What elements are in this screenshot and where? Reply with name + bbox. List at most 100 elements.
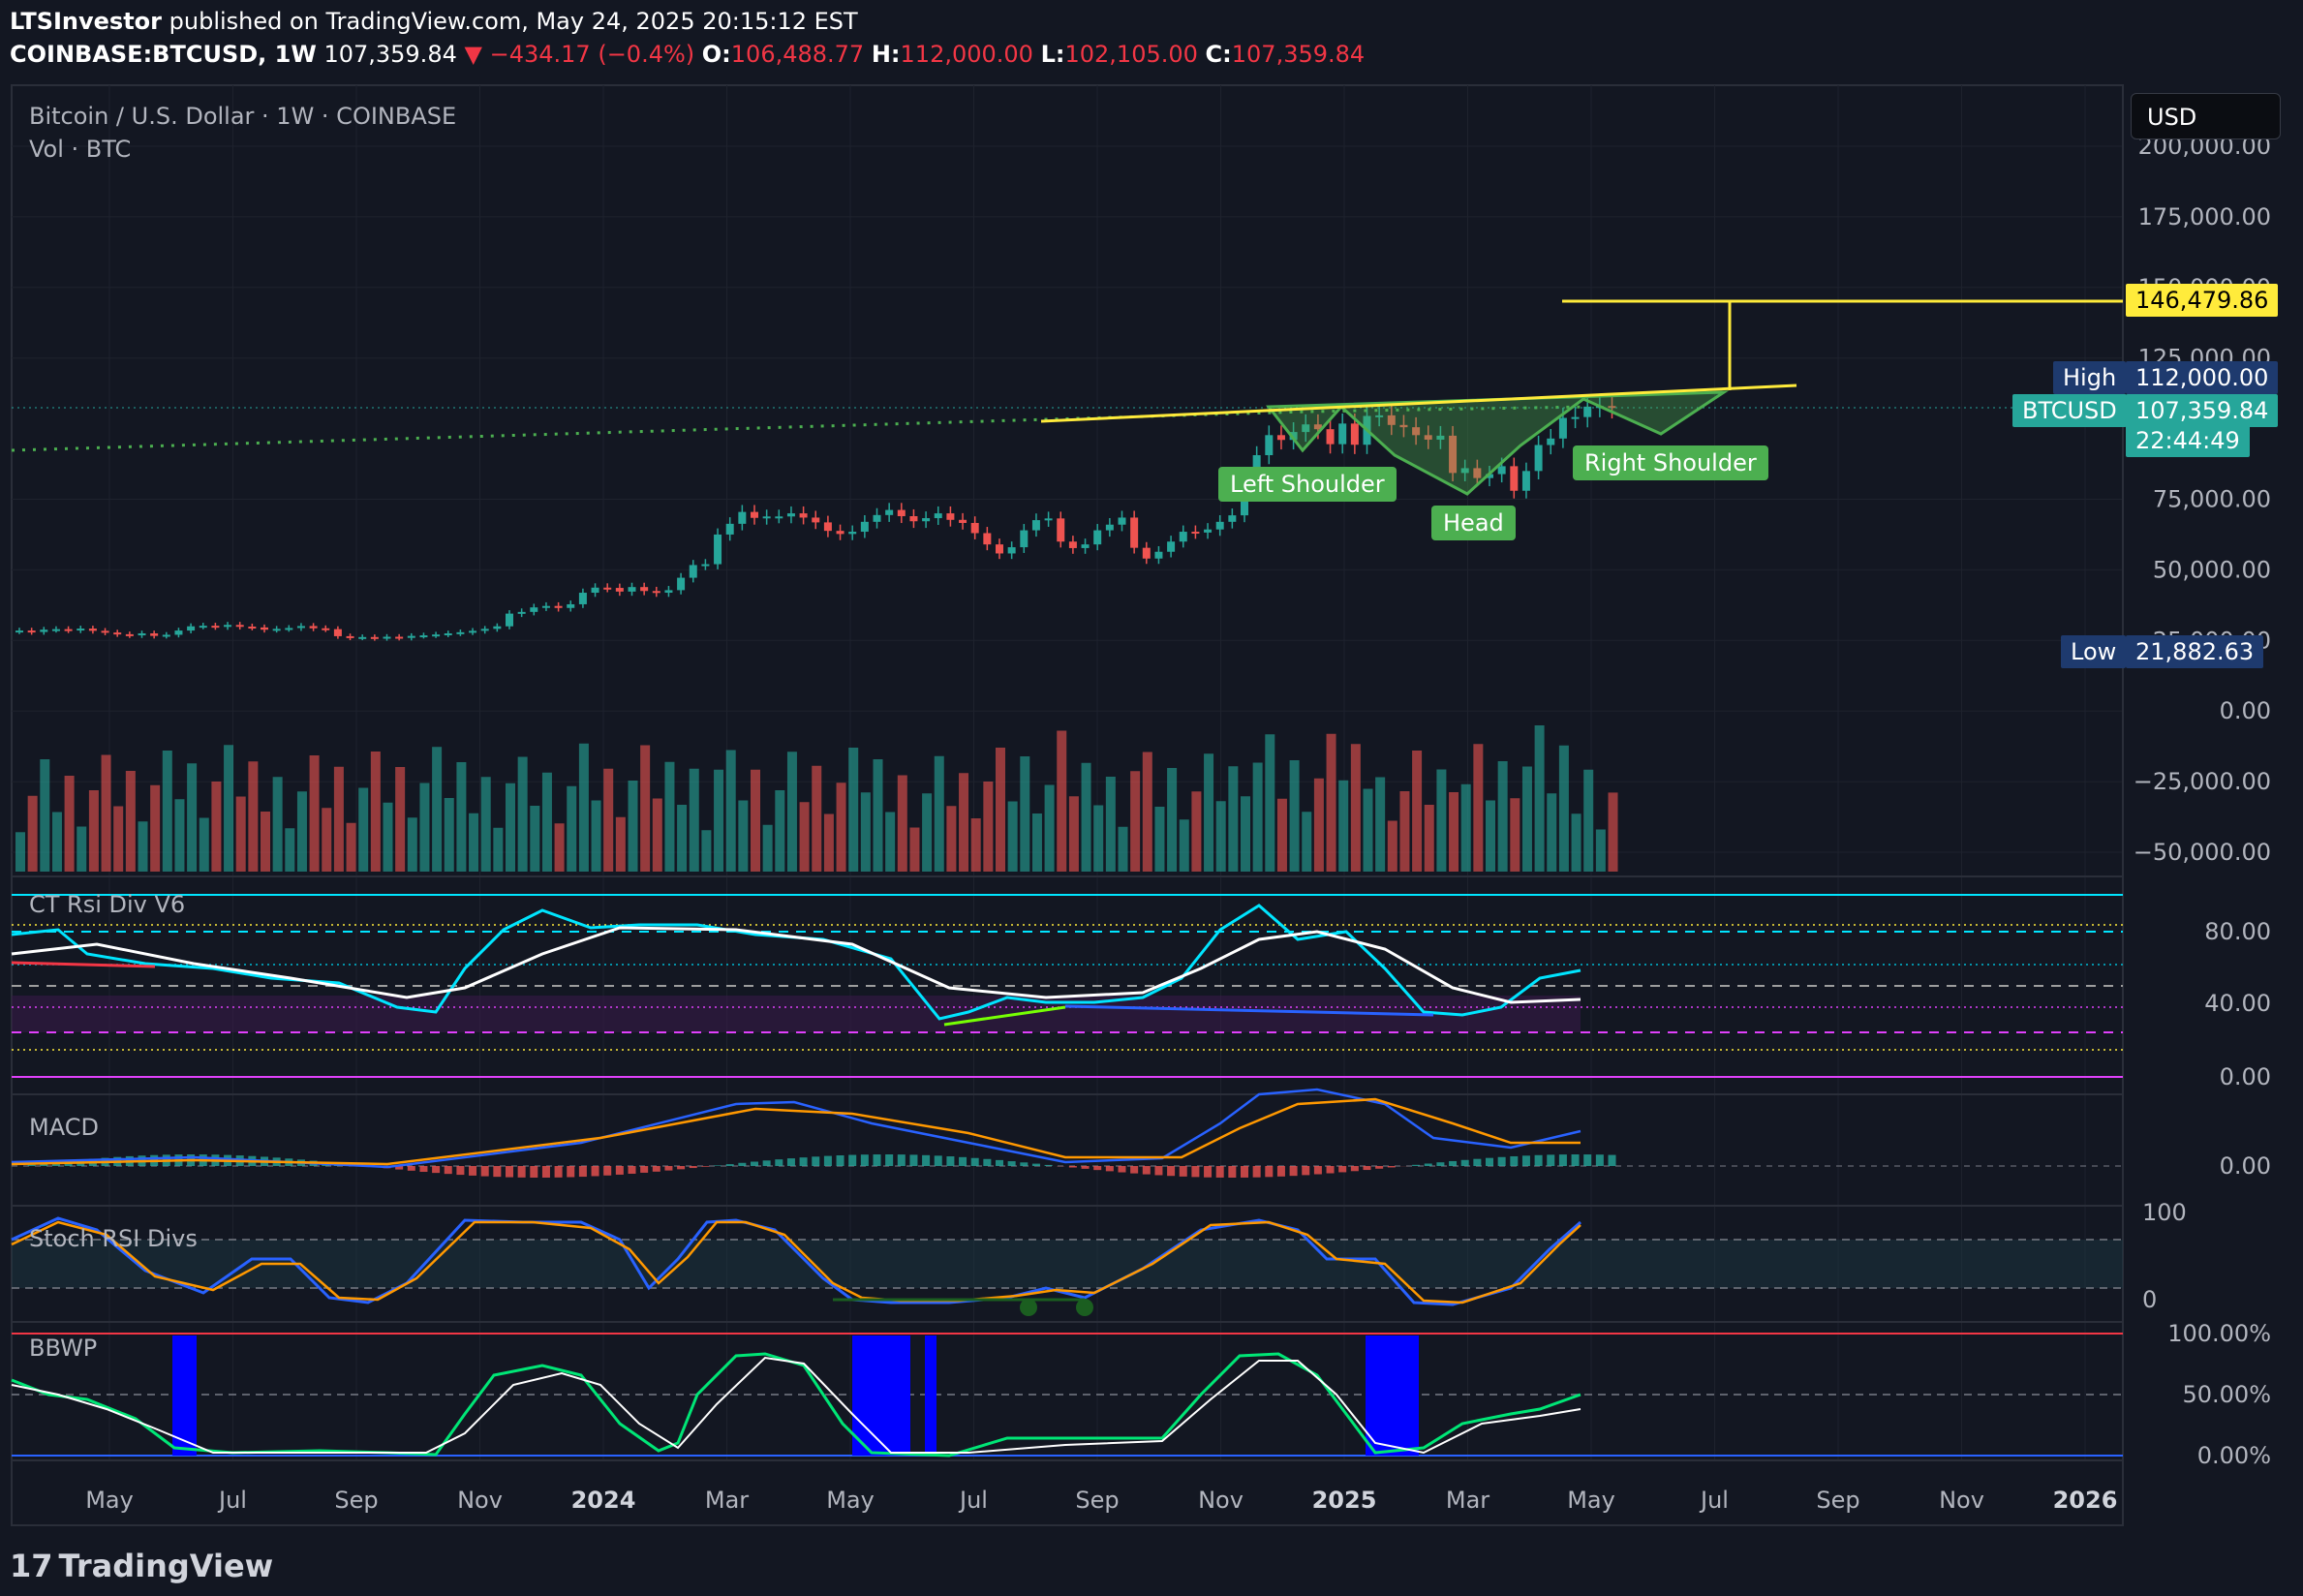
candle-body[interactable] [677, 577, 686, 591]
candle-body[interactable] [1057, 518, 1065, 542]
candle-body[interactable] [725, 523, 734, 535]
candle-body[interactable] [909, 515, 918, 522]
candle-body[interactable] [1547, 438, 1555, 445]
candle-body[interactable] [922, 518, 931, 522]
candle-body[interactable] [996, 544, 1003, 554]
candle-body[interactable] [1265, 435, 1274, 456]
candle-body[interactable] [1302, 424, 1310, 433]
candle-body[interactable] [150, 633, 159, 636]
candle-body[interactable] [1204, 529, 1213, 533]
macd-signal-line[interactable] [11, 1097, 1581, 1166]
candle-body[interactable] [322, 628, 330, 630]
candle-body[interactable] [799, 513, 808, 518]
candle-body[interactable] [419, 635, 428, 638]
candle-body[interactable] [469, 630, 477, 633]
candle-body[interactable] [309, 626, 318, 629]
candle-body[interactable] [897, 509, 906, 516]
neckline[interactable] [1040, 384, 1797, 423]
candle-body[interactable] [751, 511, 758, 518]
candle-body[interactable] [1191, 532, 1200, 535]
candle-body[interactable] [64, 629, 73, 631]
candle-body[interactable] [714, 534, 722, 565]
left-shoulder-label[interactable]: Left Shoulder [1218, 467, 1397, 502]
candle-body[interactable] [383, 636, 391, 639]
candle-body[interactable] [1105, 524, 1114, 531]
candle-body[interactable] [738, 511, 747, 524]
candle-body[interactable] [1436, 435, 1445, 440]
candle-body[interactable] [1558, 417, 1567, 439]
candle-body[interactable] [959, 519, 967, 523]
candle-body[interactable] [1521, 471, 1530, 491]
candle-body[interactable] [1510, 466, 1519, 491]
candle-body[interactable] [480, 629, 489, 631]
candle-body[interactable] [885, 509, 894, 515]
candle-body[interactable] [1473, 468, 1482, 478]
candle-body[interactable] [1068, 541, 1077, 548]
publisher-name[interactable]: LTSInvestor [10, 8, 162, 35]
candle-body[interactable] [762, 516, 771, 519]
candle-body[interactable] [786, 513, 795, 517]
candle-body[interactable] [1424, 435, 1432, 440]
candle-body[interactable] [628, 587, 636, 592]
rsi-signal-line[interactable] [11, 926, 1581, 1004]
candle-body[interactable] [40, 629, 48, 632]
candle-body[interactable] [138, 633, 146, 636]
candle-body[interactable] [1375, 414, 1384, 417]
candle-body[interactable] [1289, 432, 1298, 441]
hidden-divergence-line[interactable] [1064, 1004, 1434, 1017]
candle-body[interactable] [395, 636, 404, 639]
candle-body[interactable] [370, 636, 379, 639]
candle-body[interactable] [1387, 414, 1396, 425]
candle-body[interactable] [1534, 445, 1543, 472]
candle-body[interactable] [541, 605, 550, 608]
candle-body[interactable] [113, 632, 122, 635]
candle-body[interactable] [15, 630, 23, 633]
candle-body[interactable] [346, 635, 354, 638]
candle-body[interactable] [823, 522, 832, 532]
candle-body[interactable] [1313, 424, 1322, 430]
candle-body[interactable] [296, 626, 305, 629]
candle-body[interactable] [517, 611, 526, 614]
candle-body[interactable] [970, 522, 979, 534]
candle-body[interactable] [578, 593, 587, 604]
dotted-trendline[interactable] [11, 405, 1589, 452]
candle-body[interactable] [1118, 517, 1126, 525]
candle-body[interactable] [1571, 416, 1580, 419]
candle-body[interactable] [1007, 547, 1016, 554]
candle-body[interactable] [689, 565, 697, 578]
candle-body[interactable] [432, 634, 441, 637]
candle-body[interactable] [51, 629, 60, 631]
candle-body[interactable] [775, 516, 783, 519]
candle-body[interactable] [27, 630, 36, 633]
stoch-d-line[interactable] [11, 1220, 1581, 1304]
candle-body[interactable] [101, 630, 109, 633]
candle-body[interactable] [652, 591, 660, 594]
candle-body[interactable] [1486, 474, 1493, 478]
candle-body[interactable] [1167, 541, 1176, 552]
candle-body[interactable] [248, 627, 257, 629]
candle-body[interactable] [554, 605, 563, 608]
candle-body[interactable] [285, 628, 293, 630]
candle-body[interactable] [615, 588, 624, 592]
right-shoulder-label[interactable]: Right Shoulder [1573, 445, 1768, 480]
currency-button[interactable]: USD [2131, 93, 2281, 139]
bullish-divergence-line[interactable] [943, 1005, 1066, 1027]
candle-body[interactable] [664, 590, 673, 594]
candle-body[interactable] [456, 631, 465, 634]
candle-body[interactable] [591, 587, 599, 594]
candle-body[interactable] [860, 521, 869, 533]
candle-body[interactable] [567, 603, 575, 608]
head-label[interactable]: Head [1431, 506, 1516, 540]
candle-body[interactable] [701, 564, 710, 567]
candle-body[interactable] [1020, 530, 1029, 548]
candle-body[interactable] [640, 587, 649, 592]
candle-body[interactable] [1276, 435, 1285, 441]
candle-body[interactable] [493, 626, 502, 629]
candle-body[interactable] [1460, 468, 1469, 474]
candle-body[interactable] [603, 587, 612, 590]
stoch-bull-marker[interactable] [1020, 1299, 1037, 1316]
candle-body[interactable] [358, 636, 367, 639]
candle-body[interactable] [1130, 517, 1139, 548]
candle-body[interactable] [272, 629, 281, 631]
candle-body[interactable] [1326, 429, 1335, 445]
